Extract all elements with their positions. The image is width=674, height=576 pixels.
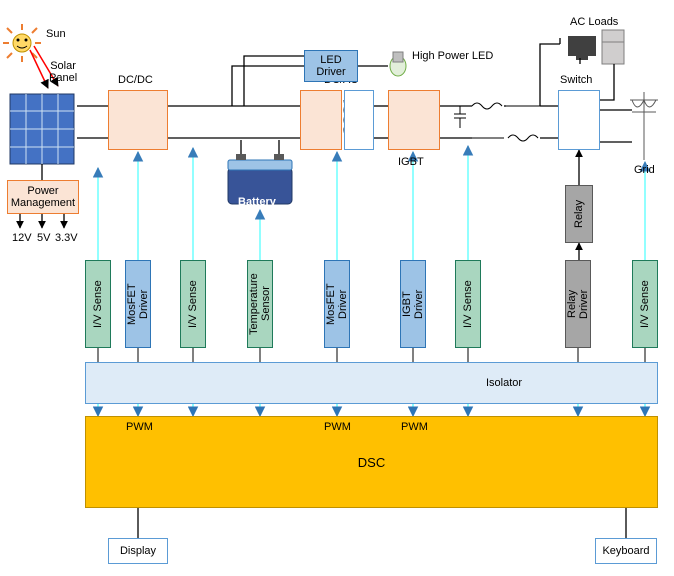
transformer-block [344,90,374,150]
pwm-label-3: PWM [401,421,428,433]
igbt-label: IGBT [398,156,424,168]
high-power-led-label: High Power LED [412,50,493,62]
led-bulb-icon [390,52,406,76]
ac-loads-label: AC Loads [570,16,618,28]
relay-driver-block: Relay Driver [565,260,591,348]
solar-panel-label: Solar Panel [49,60,77,84]
mosfet-driver-2-block: MosFET Driver [324,260,350,348]
iv-sense-2-block: I/V Sense [180,260,206,348]
iv-sense-4-block: I/V Sense [632,260,658,348]
dcac-mosfet-block [300,90,342,150]
mosfet-driver-1-block: MosFET Driver [125,260,151,348]
v12-label: 12V [12,232,32,244]
dcdc-block [108,90,168,150]
v33-label: 3.3V [55,232,78,244]
pwm-label-1: PWM [126,421,153,433]
iv-sense-3-block: I/V Sense [455,260,481,348]
isolator-label: Isolator [486,377,522,389]
sun-label: Sun [46,28,66,40]
battery-label: Battery [238,196,276,208]
switch-block [558,90,600,150]
dsc-label: DSC [358,455,385,470]
led-driver-block: LED Driver [304,50,358,82]
temp-sensor-block: Temperature Sensor [247,260,273,348]
power-management-block: Power Management [7,180,79,214]
dsc-block: PWM PWM PWM DSC [85,416,658,508]
keyboard-block: Keyboard [595,538,657,564]
iv-sense-1-block: I/V Sense [85,260,111,348]
display-block: Display [108,538,168,564]
switch-label: Switch [560,74,592,86]
igbt-driver-block: IGBT Driver [400,260,426,348]
isolator-block: Isolator [85,362,658,404]
dcdc-label: DC/DC [118,74,153,86]
v5-label: 5V [37,232,50,244]
relay-block: Relay [565,185,593,243]
grid-label: Grid [634,164,655,176]
diagram-canvas: Sun Solar Panel DC/DC DC/AC High Power L… [0,0,674,576]
pwm-label-2: PWM [324,421,351,433]
igbt-block [388,90,440,150]
